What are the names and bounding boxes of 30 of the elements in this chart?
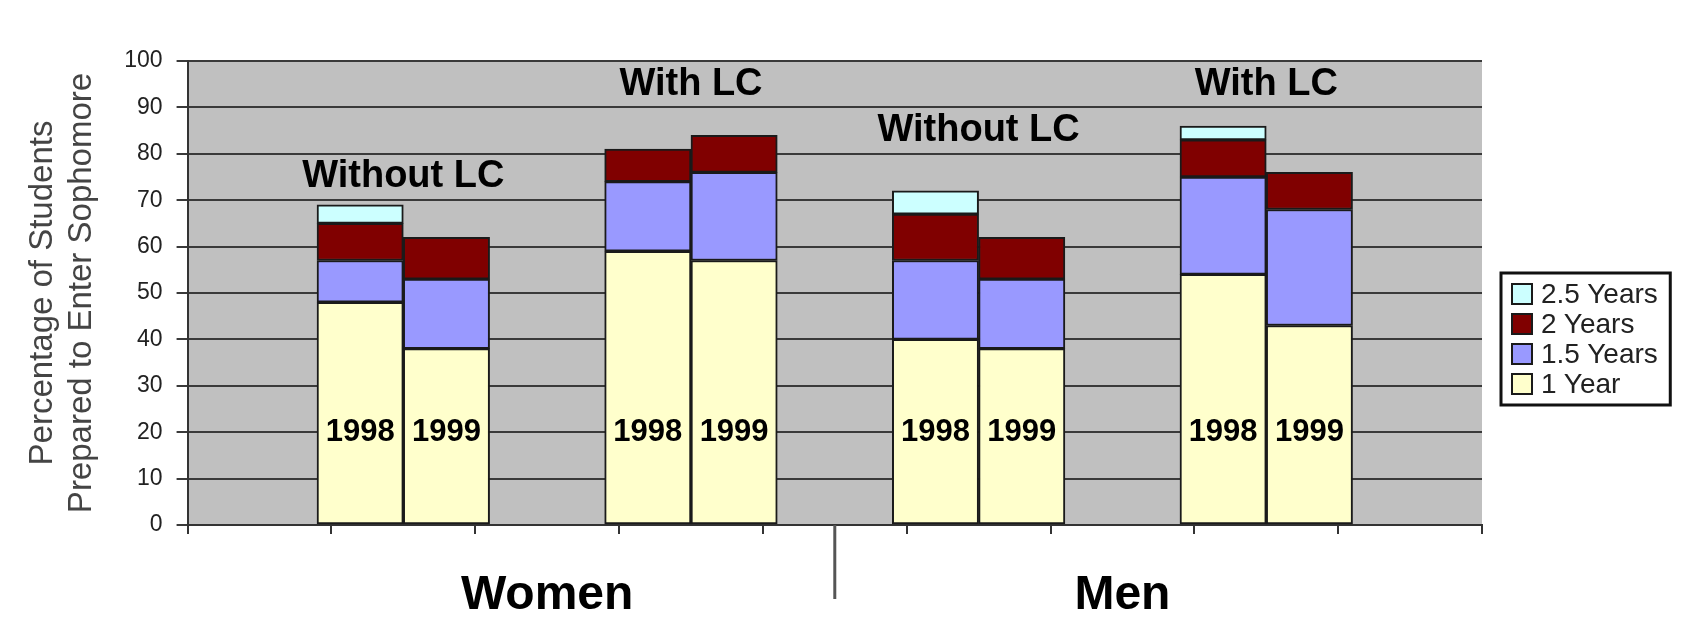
x-tick-label: 1998 (325, 412, 395, 448)
y-axis-title: Percentage of Students Prepared to Enter Sophomore (21, 72, 99, 514)
y-tick-label: 90 (136, 92, 163, 119)
x-tick-label: 1998 (1188, 412, 1258, 448)
y-tick-label: 30 (136, 371, 163, 398)
x-tick-label: 1999 (987, 412, 1057, 448)
legend-label: 2 Years (1541, 307, 1635, 339)
annotation: Without LC (302, 153, 505, 196)
x-tick-label: 1998 (900, 412, 970, 448)
text: Women (460, 566, 634, 617)
x-tick-label: 1999 (1274, 412, 1344, 448)
legend-label: 1.5 Years (1541, 337, 1658, 369)
y-tick-label: 10 (136, 463, 163, 490)
x-tick-label: 1998 (613, 412, 683, 448)
y-tick-label: 40 (136, 324, 163, 351)
y-tick-label: 70 (136, 185, 163, 212)
x-tick-label: 1999 (411, 412, 481, 448)
y-tick-label: 100 (124, 46, 163, 73)
y-tick-label: 50 (136, 278, 163, 305)
y-tick-label: 60 (136, 231, 163, 258)
x-tick-label: 1999 (699, 412, 769, 448)
annotation: Without LC (877, 107, 1080, 150)
y-tick-label: 80 (136, 139, 163, 166)
annotation: With LC (1194, 60, 1338, 103)
annotation: With LC (619, 60, 763, 103)
legend-label: 1 Year (1541, 367, 1621, 399)
y-tick-label: 20 (136, 417, 163, 444)
y-tick-label: 0 (149, 510, 163, 537)
text: Men (1074, 566, 1171, 617)
legend-label: 2.5 Years (1541, 277, 1658, 309)
